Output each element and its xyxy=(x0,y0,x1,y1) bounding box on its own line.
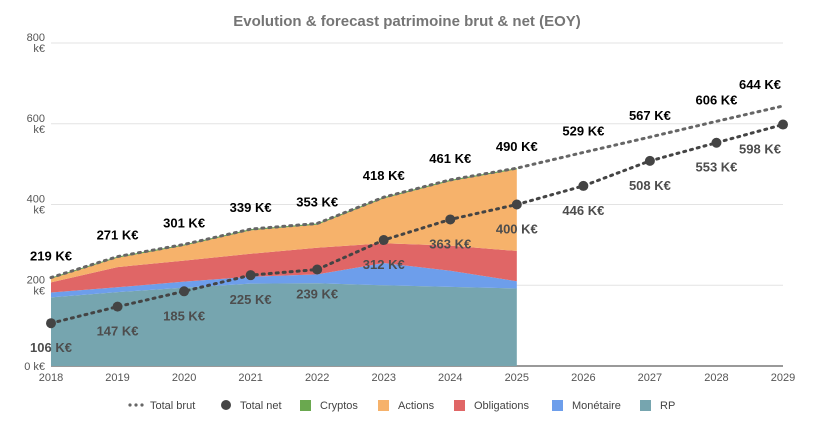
total-brut-label: 301 K€ xyxy=(163,215,205,230)
area-rp xyxy=(51,283,517,366)
total-brut-label: 606 K€ xyxy=(695,92,737,107)
total-brut-label: 490 K€ xyxy=(496,139,538,154)
total-net-marker xyxy=(46,318,56,329)
total-net-marker xyxy=(578,180,589,191)
x-tick-label: 2020 xyxy=(172,372,196,384)
total-net-marker xyxy=(312,264,323,275)
legend-total-brut-swatch xyxy=(128,403,132,407)
total-net-marker xyxy=(711,137,722,148)
total-net-marker xyxy=(378,235,389,246)
total-net-label: 106 K€ xyxy=(30,340,72,355)
x-tick-label: 2018 xyxy=(39,372,63,384)
legend-actions-swatch xyxy=(378,400,389,411)
total-brut-label: 353 K€ xyxy=(296,194,338,209)
x-tick-label: 2023 xyxy=(371,372,395,384)
total-net-label: 312 K€ xyxy=(363,257,405,272)
y-tick-label: 600 xyxy=(27,113,45,125)
y-tick-label: 200 xyxy=(27,274,45,286)
legend-total-brut-swatch xyxy=(140,403,144,407)
y-tick-label: 0 k€ xyxy=(24,361,45,373)
legend-total-brut-swatch xyxy=(134,403,138,407)
total-brut-label: 461 K€ xyxy=(429,151,471,166)
total-brut-label: 219 K€ xyxy=(30,249,72,264)
total-brut-label: 418 K€ xyxy=(363,168,405,183)
x-tick-label: 2021 xyxy=(238,372,262,384)
area-actions xyxy=(51,169,517,283)
legend-monétaire-swatch xyxy=(552,400,563,411)
data-labels: 219 K€ 271 K€ 301 K€ 339 K€ 353 K€ 418 K€ 461 … xyxy=(30,77,781,355)
legend-monétaire-label: Monétaire xyxy=(572,400,621,412)
legend-actions-label: Actions xyxy=(398,400,435,412)
total-net-label: 553 K€ xyxy=(695,160,737,175)
total-net-label: 225 K€ xyxy=(230,292,272,307)
stacked-areas xyxy=(51,168,517,366)
total-brut-label: 271 K€ xyxy=(97,228,139,243)
x-tick-label: 2027 xyxy=(638,372,662,384)
total-brut-label: 567 K€ xyxy=(629,108,671,123)
total-net-label: 508 K€ xyxy=(629,178,671,193)
line-total-brut xyxy=(49,104,785,280)
total-net-label: 598 K€ xyxy=(739,142,781,157)
total-net-label: 446 K€ xyxy=(562,203,604,218)
line-total-net xyxy=(49,123,785,325)
x-tick-label: 2025 xyxy=(505,372,529,384)
legend-total-brut-label: Total brut xyxy=(150,400,195,412)
total-net-marker xyxy=(245,270,256,281)
total-net-marker xyxy=(644,155,655,166)
x-tick-label: 2026 xyxy=(571,372,595,384)
total-brut-label: 339 K€ xyxy=(230,200,272,215)
total-net-label: 239 K€ xyxy=(296,287,338,302)
x-axis: 2018 2019 2020 2021 2022 2023 2024 2025 2026 2027… xyxy=(39,372,795,384)
x-tick-label: 2022 xyxy=(305,372,329,384)
legend-obligations-label: Obligations xyxy=(474,400,530,412)
legend-cryptos-label: Cryptos xyxy=(320,400,358,412)
total-net-marker xyxy=(511,199,522,210)
total-net-label: 147 K€ xyxy=(97,324,139,339)
total-net-marker xyxy=(445,214,456,225)
legend-total-net-swatch xyxy=(221,400,231,410)
legend-total-net-label: Total net xyxy=(240,400,282,412)
y-tick-label: 800 xyxy=(27,32,45,44)
y-tick-unit: k€ xyxy=(33,124,45,136)
legend: Total brut Total net Cryptos Actions Obligat… xyxy=(128,400,675,412)
y-tick-unit: k€ xyxy=(33,285,45,297)
legend-rp-swatch xyxy=(640,400,651,411)
area-obligations xyxy=(51,243,517,293)
legend-obligations-swatch xyxy=(454,400,465,411)
legend-rp-label: RP xyxy=(660,400,675,412)
y-tick-label: 400 xyxy=(27,194,45,206)
x-tick-label: 2024 xyxy=(438,372,462,384)
total-net-marker xyxy=(179,286,190,297)
x-tick-label: 2019 xyxy=(105,372,129,384)
x-tick-label: 2029 xyxy=(771,372,795,384)
total-net-marker xyxy=(778,119,788,130)
total-brut-label: 529 K€ xyxy=(562,123,604,138)
total-lines xyxy=(46,104,788,329)
legend-cryptos-swatch xyxy=(300,400,311,411)
total-brut-label: 644 K€ xyxy=(739,77,781,92)
y-tick-unit: k€ xyxy=(33,43,45,55)
x-tick-label: 2028 xyxy=(704,372,728,384)
total-net-label: 400 K€ xyxy=(496,222,538,237)
y-tick-unit: k€ xyxy=(33,205,45,217)
total-net-marker xyxy=(112,301,123,312)
total-net-label: 363 K€ xyxy=(429,236,471,251)
total-net-label: 185 K€ xyxy=(163,308,205,323)
chart-title: Evolution & forecast patrimoine brut & n… xyxy=(233,13,581,30)
area-monétaire xyxy=(51,263,517,298)
